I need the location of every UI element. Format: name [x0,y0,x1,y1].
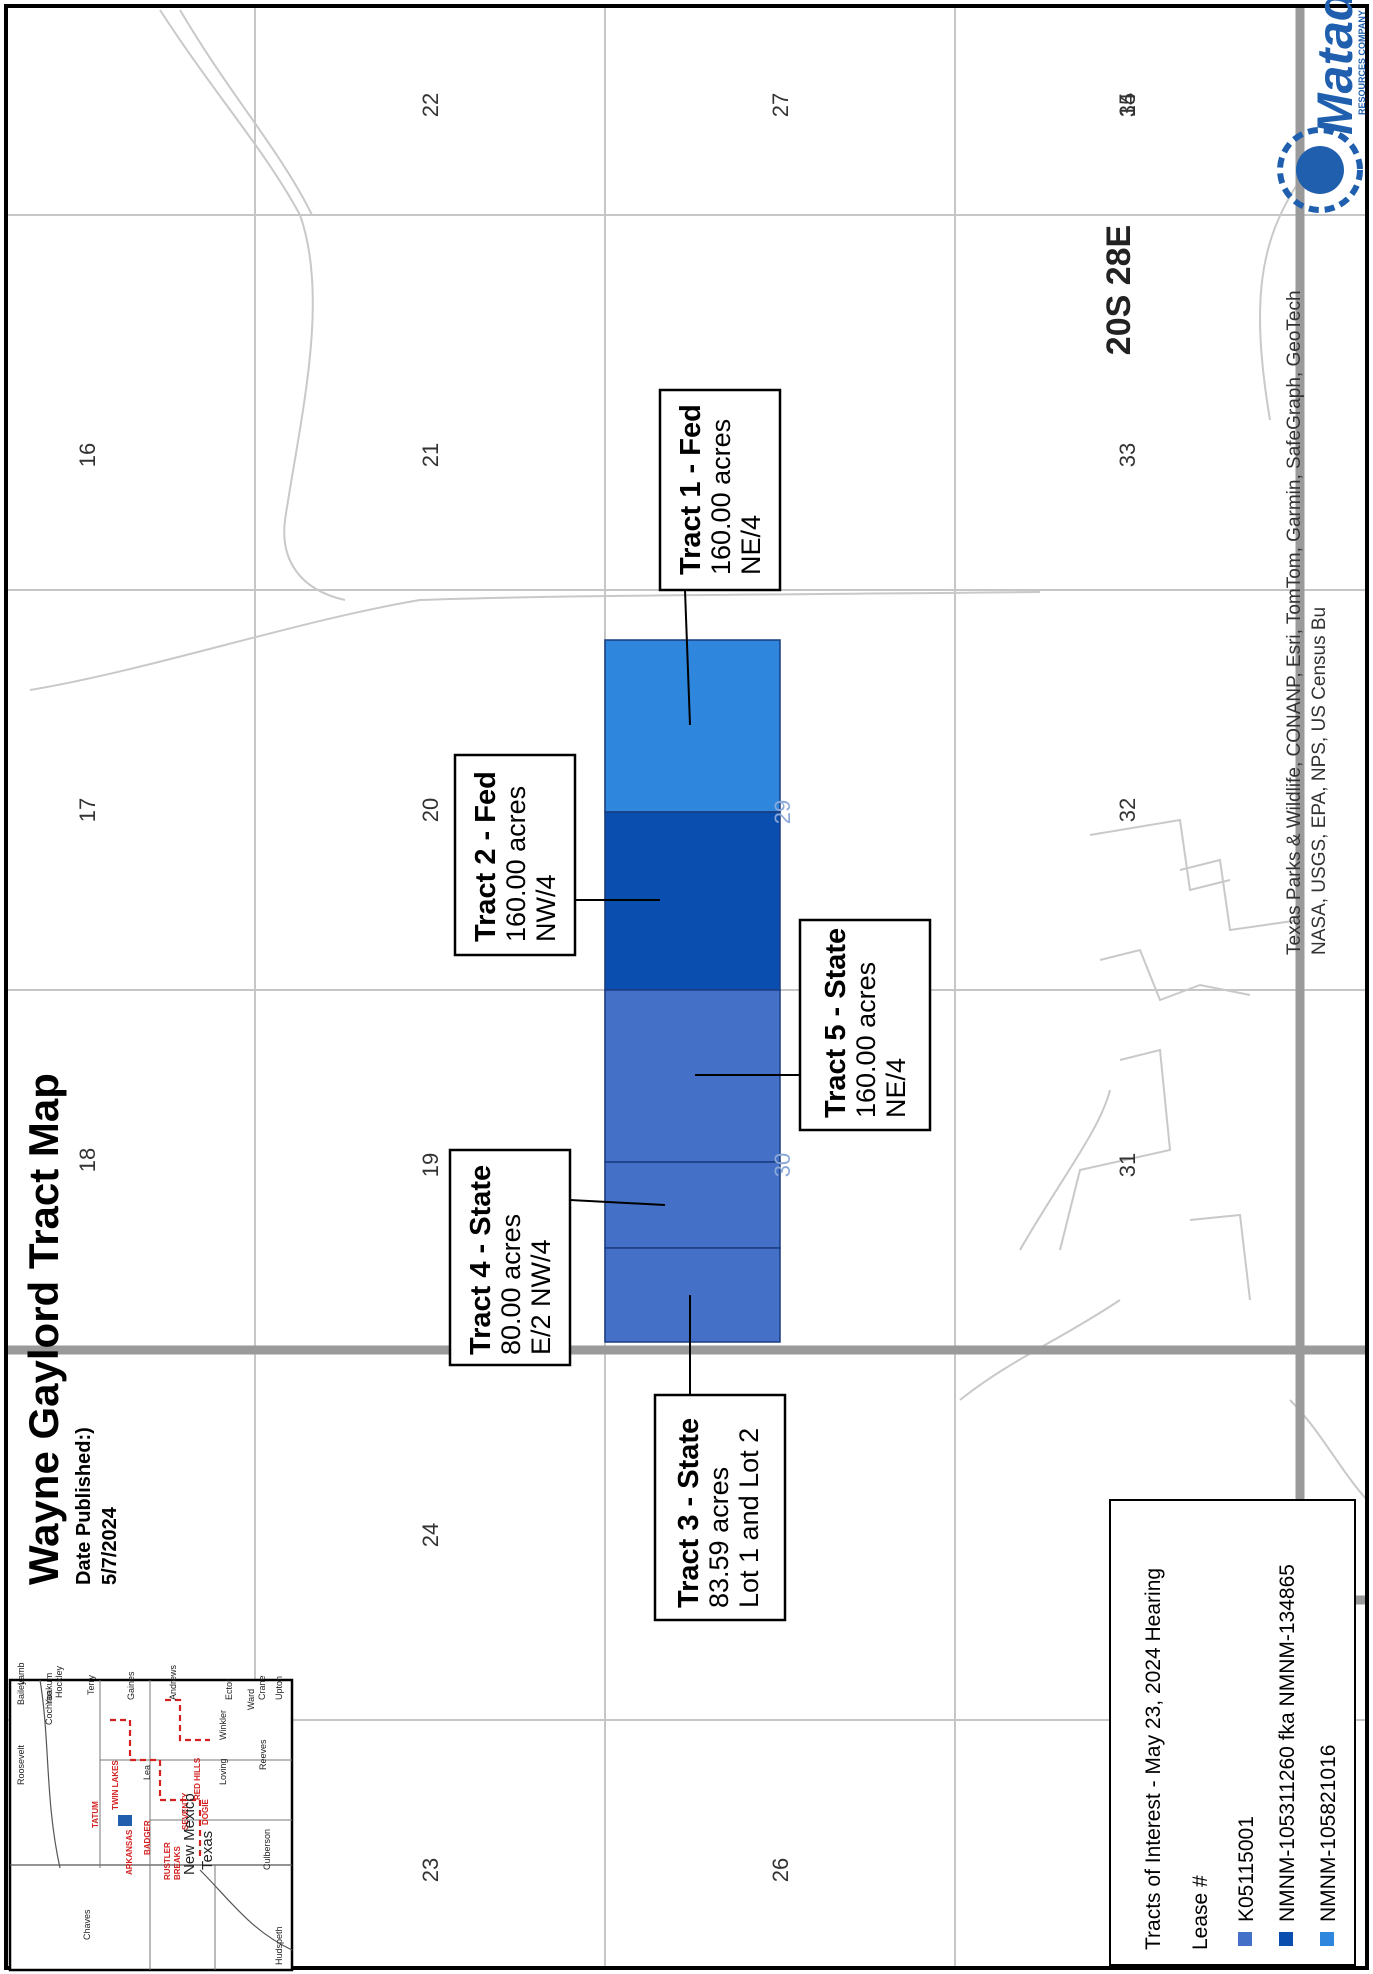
legend-subtitle: Lease # [1189,1875,1212,1950]
legend-swatch-1 [1238,1932,1252,1946]
inset-area-label: TWIN LAKES [111,1760,120,1810]
section-label: 20 [418,798,443,822]
tract-acres: 160.00 acres [851,962,881,1118]
inset-county-label: Roosevelt [16,1744,26,1785]
legend-swatch-2 [1279,1932,1293,1946]
legend: Tracts of Interest - May 23, 2024 Hearin… [1109,1499,1356,1966]
section-label: 19 [418,1153,443,1177]
tract-title: Tract 3 - State [673,1418,705,1608]
inset-state-label: Texas [199,1831,216,1870]
inset-county-label: Hudspeth [274,1926,284,1965]
section-label: 22 [418,93,443,117]
callout-tract-5[interactable]: Tract 5 - State 160.00 acres NE/4 [798,918,932,1132]
inset-county-label: Cochran [44,1691,54,1725]
inset-county-label: Reeves [258,1739,268,1770]
logo-name: Matador [1307,0,1363,135]
inset-county-label: Loving [218,1758,228,1785]
section-label: 24 [418,1523,443,1547]
attribution-line-1: Texas Parks & Wildlife, CONANP, Esri, To… [1284,290,1305,955]
tract-title: Tract 5 - State [820,928,852,1118]
tract-desc: Lot 1 and Lot 2 [734,1428,764,1608]
inset-area-label: BADGER [143,1820,152,1855]
tract-4-polygon[interactable] [604,1161,781,1249]
inset-area-label: RED HILLS [193,1757,202,1800]
title-block: Wayne Gaylord Tract Map Date Published:)… [20,1073,121,1585]
inset-area-label: ARKANSAS [125,1829,134,1875]
inset-county-label: Hockley [54,1665,64,1698]
date-published: 5/7/2024 [99,1506,121,1585]
inset-county-label: Ector [224,1679,234,1700]
tract-acres: 160.00 acres [706,419,736,575]
tract-desc: NE/4 [736,515,766,575]
inset-county-label: Winkler [218,1710,228,1740]
callout-tract-4[interactable]: Tract 4 - State 80.00 acres E/2 NW/4 [448,1148,572,1367]
legend-item-label: K05115001 [1235,1816,1258,1922]
legend-swatch-3 [1320,1932,1334,1946]
inset-county-label: Ward [246,1689,256,1710]
tract-desc: NW/4 [531,875,561,943]
tract-acres: 80.00 acres [496,1214,526,1355]
map-frame [4,4,1369,1970]
inset-map: Roosevelt Bailey Lamb Hockley Terry Yoak… [8,1662,294,1972]
section-label: 32 [1115,798,1140,822]
inset-county-label: Lea [142,1765,152,1780]
inset-county-label: Bailey [16,1680,26,1705]
callout-tract-3[interactable]: Tract 3 - State 83.59 acres Lot 1 and Lo… [653,1393,787,1622]
tract-desc: E/2 NW/4 [526,1239,556,1355]
section-label: 27 [768,93,793,117]
inset-county-label: Terry [86,1675,96,1695]
inset-county-label: Lamb [16,1662,26,1685]
attribution: Texas Parks & Wildlife, CONANP, Esri, To… [1284,290,1330,955]
section-label: 18 [75,1148,100,1172]
callout-tract-2[interactable]: Tract 2 - Fed 160.00 acres NW/4 [453,753,577,957]
tract-1-polygon[interactable] [604,639,781,813]
date-published-label: Date Published:) [73,1427,95,1585]
section-label: 33 [1115,443,1140,467]
legend-item-label: NMNM-105311260 fka NMNM-134865 [1276,1564,1299,1922]
inset-state-label: New Mexico [181,1793,198,1875]
map-title: Wayne Gaylord Tract Map [20,1073,67,1585]
section-label: 31 [1115,1153,1140,1177]
legend-item-label: NMNM-105821016 [1317,1745,1340,1922]
attribution-line-2: NASA, USGS, EPA, NPS, US Census Bu [1309,607,1330,955]
section-label: 34 [1115,93,1140,117]
section-label: 23 [418,1858,443,1882]
inset-county-label: Andrews [168,1664,178,1700]
inset-county-label: Chaves [82,1909,92,1940]
section-label: 17 [75,798,100,822]
legend-title: Tracts of Interest - May 23, 2024 Hearin… [1142,1568,1165,1950]
logo-tagline: RESOURCES COMPANY [1357,10,1367,115]
tract-polygons [604,639,781,1343]
inset-area-label: BREAKS [173,1846,182,1880]
inset-county-label: Crane [257,1675,267,1700]
tract-title: Tract 1 - Fed [675,404,707,575]
tract-3-polygon[interactable] [604,1247,781,1343]
tract-acres: 160.00 acres [501,786,531,942]
tract-acres: 83.59 acres [704,1467,734,1608]
matador-logo: Matador RESOURCES COMPANY [1277,0,1367,213]
tract-title: Tract 2 - Fed [470,771,502,942]
inset-area-label: SEVENTY [181,1792,190,1830]
section-label: 30 [770,1153,795,1177]
tract-title: Tract 4 - State [465,1165,497,1355]
section-label: 29 [770,800,795,824]
inset-county-label: Culberson [262,1829,272,1870]
inset-area-label: DOGIE [201,1799,210,1825]
section-label: 26 [768,1858,793,1882]
inset-county-label: Yoakum [44,1673,54,1705]
township-label: 20S 28E [1100,225,1138,355]
section-label: 16 [75,443,100,467]
tract-desc: NE/4 [881,1058,911,1118]
inset-county-label: Gaines [126,1671,136,1700]
inset-area-label: RUSTLER [163,1842,172,1880]
callout-tract-1[interactable]: Tract 1 - Fed 160.00 acres NE/4 [658,388,782,592]
section-label: 21 [418,443,443,467]
inset-area-label: TATUM [91,1801,100,1828]
section-label: 15 [1115,93,1140,117]
inset-county-label: Upton [274,1676,284,1700]
